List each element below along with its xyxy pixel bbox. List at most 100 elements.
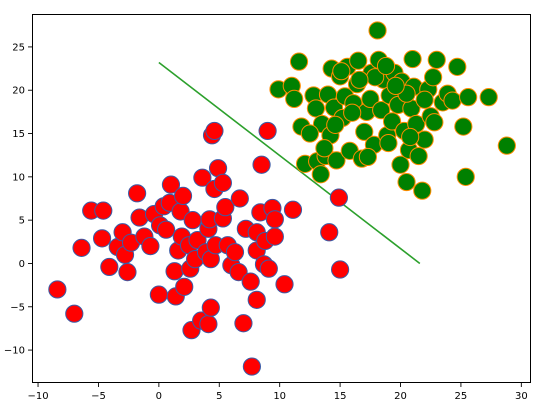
x-tick-label: 30 — [515, 391, 528, 402]
data-point — [320, 223, 339, 242]
data-point — [265, 227, 284, 246]
data-point — [259, 259, 278, 278]
separator-line — [158, 61, 421, 265]
data-point — [48, 280, 67, 299]
data-point — [283, 200, 303, 219]
data-point — [141, 237, 160, 256]
y-tick-label: −5 — [10, 302, 25, 313]
data-point — [413, 181, 432, 200]
data-point — [409, 146, 428, 166]
y-tick-label: 10 — [12, 172, 25, 183]
data-point — [343, 103, 362, 122]
data-point — [443, 91, 462, 110]
data-point — [415, 90, 434, 109]
data-point — [149, 285, 168, 304]
data-point — [376, 56, 396, 76]
data-point — [242, 357, 261, 376]
data-point — [497, 136, 516, 155]
data-point — [330, 260, 350, 279]
x-tick-label: −10 — [27, 391, 48, 402]
data-point — [358, 147, 377, 167]
series-2 — [269, 21, 516, 200]
data-point — [173, 186, 193, 206]
x-tick-label: 20 — [394, 391, 407, 402]
data-point — [403, 49, 422, 69]
data-point — [161, 175, 181, 194]
data-point — [361, 89, 380, 108]
data-point — [379, 133, 398, 153]
data-point — [289, 52, 309, 71]
x-tick-label: 15 — [334, 391, 347, 402]
series-1 — [48, 121, 350, 376]
data-point — [401, 127, 420, 147]
data-point — [300, 124, 319, 143]
data-point — [275, 275, 294, 294]
data-point — [100, 257, 119, 277]
y-tick-label: 25 — [12, 42, 25, 53]
y-tick-label: 15 — [12, 129, 25, 140]
data-point — [479, 88, 498, 107]
data-point — [306, 99, 326, 118]
data-point — [327, 151, 346, 170]
data-point — [448, 57, 467, 76]
data-point — [241, 272, 260, 291]
data-point — [454, 117, 473, 136]
x-tick-label: 25 — [455, 391, 468, 402]
data-point — [424, 68, 443, 87]
y-tick-label: 0 — [19, 259, 25, 270]
x-tick-label: 5 — [216, 391, 222, 402]
data-point — [382, 112, 402, 131]
data-point — [427, 50, 446, 70]
data-point — [459, 88, 478, 107]
data-point — [175, 277, 194, 296]
data-point — [350, 70, 369, 89]
data-point — [311, 165, 330, 184]
data-point — [225, 243, 245, 262]
data-point — [94, 201, 113, 220]
x-tick-label: 0 — [156, 391, 162, 402]
data-point — [213, 173, 233, 193]
data-point — [386, 76, 405, 95]
data-point — [368, 21, 387, 40]
data-point — [165, 262, 184, 281]
data-point — [247, 290, 266, 309]
data-point — [315, 139, 334, 158]
data-point — [65, 304, 84, 323]
x-tick-label: −5 — [91, 391, 106, 402]
data-point — [205, 121, 224, 141]
y-axis: −10 −5 0 5 10 15 20 25 — [4, 42, 32, 357]
data-point — [258, 121, 277, 141]
y-tick-label: 5 — [19, 216, 25, 227]
data-point — [216, 198, 235, 217]
x-axis: −10 −5 0 5 10 15 20 25 30 — [27, 383, 528, 402]
data-point — [265, 210, 284, 229]
data-point — [193, 168, 212, 187]
data-point — [329, 188, 348, 207]
data-point — [456, 167, 475, 186]
plot-area — [32, 14, 531, 383]
y-tick-label: −10 — [4, 346, 25, 357]
data-point — [372, 101, 391, 120]
data-point — [326, 115, 345, 134]
data-point — [425, 113, 444, 132]
data-point — [332, 62, 351, 81]
data-point — [234, 314, 253, 333]
data-point — [199, 314, 218, 334]
data-point — [72, 238, 91, 257]
data-point — [118, 263, 137, 282]
x-tick-label: 10 — [273, 391, 286, 402]
data-point — [229, 263, 248, 282]
plot-frame — [32, 14, 531, 383]
data-point — [285, 89, 304, 108]
data-point — [355, 122, 374, 141]
data-point — [397, 172, 416, 192]
data-point — [230, 189, 249, 208]
data-point — [201, 298, 220, 317]
y-tick-label: 20 — [12, 86, 25, 97]
data-point — [92, 229, 112, 248]
data-point — [349, 51, 368, 70]
data-point — [391, 155, 410, 174]
data-point — [252, 155, 271, 174]
data-point — [128, 184, 147, 203]
